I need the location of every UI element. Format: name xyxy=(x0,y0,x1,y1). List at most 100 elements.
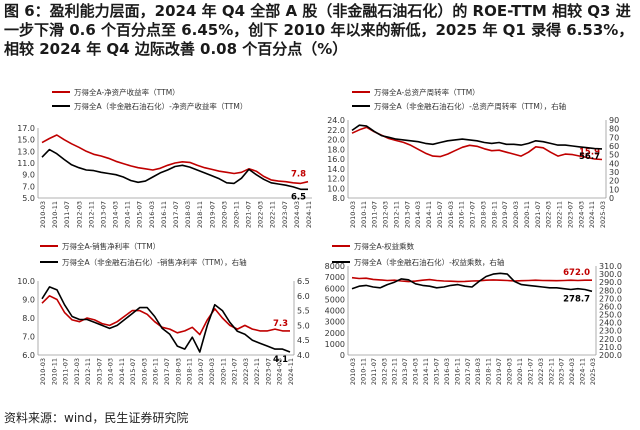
x-tick-label: 2010-03 xyxy=(349,358,357,385)
x-tick-label: 2011-07 xyxy=(62,358,70,385)
end-value-label: 7.3 xyxy=(273,319,288,329)
y-tick-label: 7000 xyxy=(325,273,345,282)
y2-tick-label: 40 xyxy=(609,159,619,168)
x-tick-label: 2020-11 xyxy=(523,201,531,228)
y2-tick-label: 260.0 xyxy=(599,302,622,311)
x-tick-label: 2022-11 xyxy=(547,358,555,385)
x-tick-label: 2019-07 xyxy=(501,201,509,228)
y2-tick-label: 280.0 xyxy=(599,286,622,295)
x-tick-label: 2010-11 xyxy=(360,201,368,228)
y-tick-label: 15.0 xyxy=(17,136,35,145)
x-tick-label: 2021-07 xyxy=(526,358,534,385)
x-tick-label: 2017-07 xyxy=(172,201,180,228)
y-tick-label: 6000 xyxy=(325,284,345,293)
x-tick-label: 2018-03 xyxy=(174,358,182,385)
x-tick-label: 2020-11 xyxy=(219,358,227,385)
y-tick-label: 13.0 xyxy=(17,147,35,156)
x-tick-label: 2011-07 xyxy=(370,358,378,385)
x-tick-label: 2024-11 xyxy=(305,201,313,228)
y-tick-label: 10.0 xyxy=(17,277,35,286)
y-tick-label: 9.0 xyxy=(22,296,35,305)
y-tick-label: 4000 xyxy=(325,307,345,316)
x-tick-label: 2017-07 xyxy=(163,358,171,385)
y-tick-label: 8.0 xyxy=(332,194,345,203)
legend-label: 万得全A-销售净利率（TTM） xyxy=(62,241,160,251)
y-tick-label: 3000 xyxy=(325,318,345,327)
x-tick-label: 2018-03 xyxy=(479,201,487,228)
x-tick-label: 2024-11 xyxy=(287,358,295,385)
x-tick-label: 2016-11 xyxy=(458,201,466,228)
x-tick-label: 2016-11 xyxy=(152,358,160,385)
x-tick-label: 2025-03 xyxy=(599,201,607,228)
y2-tick-label: 310.0 xyxy=(599,262,622,271)
y2-tick-label: 30 xyxy=(609,168,619,177)
x-tick-label: 2019-07 xyxy=(495,358,503,385)
x-tick-label: 2012-03 xyxy=(380,358,388,385)
y-tick-label: 17.0 xyxy=(17,124,35,133)
x-tick-label: 2019-07 xyxy=(197,358,205,385)
x-tick-label: 2011-07 xyxy=(63,201,71,228)
x-tick-label: 2012-11 xyxy=(392,201,400,228)
y-tick-label: 8.0 xyxy=(22,314,35,323)
x-tick-label: 2012-11 xyxy=(87,201,95,228)
x-tick-label: 2018-03 xyxy=(474,358,482,385)
y2-tick-label: 6.0 xyxy=(297,292,310,301)
end-value-label: 6.5 xyxy=(291,192,306,202)
chart-panel-3: 6.0 7.0 8.0 9.0 10.0 4.0 4.5 5.0 5.5 6.0 6.5 2010-0… xyxy=(17,241,310,385)
end-value-label: 672.0 xyxy=(563,268,590,278)
x-tick-label: 2025-03 xyxy=(589,358,597,385)
y2-tick-label: 50 xyxy=(609,151,619,160)
x-tick-label: 2013-07 xyxy=(401,358,409,385)
x-tick-label: 2022-03 xyxy=(242,358,250,385)
x-tick-label: 2015-07 xyxy=(432,358,440,385)
x-tick-label: 2014-11 xyxy=(124,201,132,228)
x-tick-label: 2018-11 xyxy=(196,201,204,228)
y2-tick-label: 4.0 xyxy=(297,351,310,360)
x-tick-label: 2010-03 xyxy=(39,358,47,385)
y2-tick-label: 10 xyxy=(609,185,619,194)
y2-tick-label: 290.0 xyxy=(599,278,622,287)
y2-tick-label: 80 xyxy=(609,125,619,134)
x-tick-label: 2024-11 xyxy=(579,358,587,385)
legend-label: 万得全A（非金融石油石化）-总资产周转率（TTM），右轴 xyxy=(374,101,566,111)
x-tick-label: 2014-03 xyxy=(112,201,120,228)
x-tick-label: 2022-03 xyxy=(545,201,553,228)
y-tick-label: 14.0 xyxy=(327,165,345,174)
x-tick-label: 2024-03 xyxy=(276,358,284,385)
y-tick-label: 8000 xyxy=(325,262,345,271)
x-tick-label: 2013-07 xyxy=(99,201,107,228)
x-tick-label: 2022-11 xyxy=(556,201,564,228)
x-tick-label: 2012-11 xyxy=(84,358,92,385)
x-tick-label: 2013-07 xyxy=(95,358,103,385)
y2-tick-label: 4.5 xyxy=(297,336,310,345)
x-tick-label: 2016-11 xyxy=(160,201,168,228)
y-tick-label: 9.0 xyxy=(22,171,35,180)
chart-panel-4: 0 1000 2000 3000 4000 5000 6000 7000 8000 200.021… xyxy=(325,241,622,385)
y-tick-label: 5.0 xyxy=(22,194,35,203)
x-tick-label: 2021-07 xyxy=(231,358,239,385)
y2-tick-label: 60 xyxy=(609,142,619,151)
x-tick-label: 2010-03 xyxy=(349,201,357,228)
series-line xyxy=(41,148,308,191)
x-tick-label: 2024-03 xyxy=(293,201,301,228)
x-tick-label: 2010-11 xyxy=(51,201,59,228)
end-value-label: 7.8 xyxy=(291,170,306,180)
y-tick-label: 2000 xyxy=(325,329,345,338)
x-tick-label: 2010-03 xyxy=(39,201,47,228)
x-tick-label: 2022-03 xyxy=(537,358,545,385)
x-tick-label: 2016-03 xyxy=(447,201,455,228)
x-tick-label: 2012-03 xyxy=(75,201,83,228)
series-line xyxy=(41,134,309,185)
series-line xyxy=(351,272,593,293)
x-tick-label: 2017-07 xyxy=(469,201,477,228)
y-tick-label: 22.0 xyxy=(327,126,345,135)
y-tick-label: 18.0 xyxy=(327,145,345,154)
x-tick-label: 2022-03 xyxy=(257,201,265,228)
end-value-label: 15.9 xyxy=(579,147,600,157)
series-line xyxy=(41,294,290,336)
y2-tick-label: 6.5 xyxy=(297,277,310,286)
y-tick-label: 16.0 xyxy=(327,155,345,164)
legend-label: 万得全A-净资产收益率（TTM） xyxy=(74,87,180,97)
chart-panel-1: 5.0 7.0 9.0 11.0 13.0 15.0 17.0 2010-03 2010-11 2… xyxy=(17,87,313,228)
x-tick-label: 2016-03 xyxy=(148,201,156,228)
